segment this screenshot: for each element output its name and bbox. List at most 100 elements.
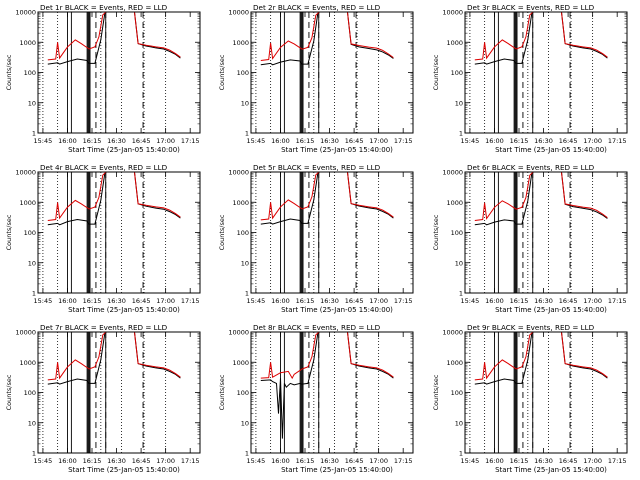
x-axis-label: Start Time (25-Jan-05 15:40:00) xyxy=(281,146,393,154)
series-group xyxy=(260,12,394,66)
x-tick-label: 15:45 xyxy=(34,137,53,145)
x-tick-label: 16:00 xyxy=(58,457,77,465)
x-tick-label: 16:15 xyxy=(296,137,315,145)
lld-series-line xyxy=(47,332,181,381)
x-tick-label: 15:45 xyxy=(34,297,53,305)
y-tick-label: 10000 xyxy=(442,169,463,177)
event-lines xyxy=(469,12,594,133)
x-tick-label: 16:15 xyxy=(296,457,315,465)
x-tick-label: 17:00 xyxy=(583,297,602,305)
y-tick-label: 10 xyxy=(455,99,463,107)
x-tick-label: 17:00 xyxy=(156,457,175,465)
y-tick-label: 10000 xyxy=(228,329,249,337)
y-tick-label: 1000 xyxy=(19,39,36,47)
y-axis-label: Counts/sec xyxy=(432,214,440,250)
x-tick-label: 16:00 xyxy=(271,457,290,465)
panel-title: Det 2r BLACK = Events, RED = LLD xyxy=(253,3,381,12)
event-lines xyxy=(469,332,594,453)
x-tick-label: 16:15 xyxy=(510,457,529,465)
x-tick-label: 16:45 xyxy=(132,137,151,145)
y-axis-label: Counts/sec xyxy=(5,214,13,250)
y-tick-label: 10 xyxy=(241,419,249,427)
y-tick-label: 10 xyxy=(455,419,463,427)
x-tick-label: 16:30 xyxy=(320,137,339,145)
y-axis-label: Counts/sec xyxy=(218,54,226,90)
y-tick-label: 1000 xyxy=(19,359,36,367)
lld-series-line xyxy=(260,172,394,221)
event-lines xyxy=(42,332,167,453)
y-tick-label: 10000 xyxy=(15,169,36,177)
y-tick-label: 10 xyxy=(455,259,463,267)
x-tick-label: 15:45 xyxy=(461,137,480,145)
lld-series-line xyxy=(47,172,181,221)
event-lines xyxy=(255,172,380,293)
y-tick-label: 100 xyxy=(24,69,36,77)
panel-title: Det 3r BLACK = Events, RED = LLD xyxy=(467,3,595,12)
y-axis-label: Counts/sec xyxy=(218,214,226,250)
y-tick-label: 100 xyxy=(451,389,463,397)
events-series-line xyxy=(260,332,394,439)
y-tick-label: 100 xyxy=(237,229,249,237)
x-tick-label: 15:45 xyxy=(247,137,266,145)
x-tick-label: 16:00 xyxy=(271,137,290,145)
events-series-line xyxy=(47,12,181,65)
lld-series-line xyxy=(474,172,608,221)
series-group xyxy=(474,332,608,385)
events-series-line xyxy=(47,172,181,226)
panel-8: 1 10 100 1000 10000 15:45 16:00 16:15 16:30 16:45… xyxy=(218,323,414,474)
x-tick-label: 16:00 xyxy=(485,137,504,145)
y-tick-label: 10 xyxy=(28,99,36,107)
x-tick-label: 15:45 xyxy=(247,457,266,465)
x-tick-label: 17:15 xyxy=(394,297,413,305)
panel-2: 1 10 100 1000 10000 15:45 16:00 16:15 16:30 16:45… xyxy=(218,3,414,154)
panel-9: 1 10 100 1000 10000 15:45 16:00 16:15 16:30 16:45… xyxy=(432,323,628,474)
x-tick-label: 16:15 xyxy=(83,137,102,145)
event-lines xyxy=(469,172,594,293)
series-group xyxy=(474,172,608,226)
series-group xyxy=(260,332,394,439)
x-tick-label: 17:15 xyxy=(394,137,413,145)
y-axis-label: Counts/sec xyxy=(432,54,440,90)
y-tick-label: 1000 xyxy=(446,199,463,207)
x-tick-label: 16:15 xyxy=(510,297,529,305)
x-tick-label: 16:45 xyxy=(345,457,364,465)
panel-6: 1 10 100 1000 10000 15:45 16:00 16:15 16:30 16:45… xyxy=(432,163,628,314)
y-tick-label: 10000 xyxy=(442,329,463,337)
x-tick-label: 17:15 xyxy=(608,137,627,145)
y-axis-label: Counts/sec xyxy=(432,374,440,410)
x-tick-label: 17:00 xyxy=(156,297,175,305)
y-tick-label: 10000 xyxy=(228,9,249,17)
y-tick-label: 1000 xyxy=(232,39,249,47)
panel-title: Det 9r BLACK = Events, RED = LLD xyxy=(467,323,595,332)
event-lines xyxy=(42,12,167,133)
x-tick-label: 17:00 xyxy=(369,297,388,305)
plot-frame xyxy=(37,171,201,294)
x-tick-label: 16:15 xyxy=(83,297,102,305)
series-group xyxy=(47,12,181,65)
y-tick-label: 10 xyxy=(241,259,249,267)
x-tick-label: 16:00 xyxy=(271,297,290,305)
x-tick-label: 16:30 xyxy=(107,457,126,465)
x-axis-label: Start Time (25-Jan-05 15:40:00) xyxy=(68,146,180,154)
y-tick-label: 100 xyxy=(24,389,36,397)
plot-frame xyxy=(464,171,628,294)
panel-title: Det 7r BLACK = Events, RED = LLD xyxy=(40,323,168,332)
x-tick-label: 17:15 xyxy=(181,137,200,145)
x-tick-label: 17:15 xyxy=(608,297,627,305)
x-tick-label: 16:30 xyxy=(320,297,339,305)
x-tick-label: 15:45 xyxy=(461,297,480,305)
x-tick-label: 17:15 xyxy=(394,457,413,465)
lld-series-line xyxy=(47,12,181,61)
x-axis-label: Start Time (25-Jan-05 15:40:00) xyxy=(495,466,607,474)
y-tick-label: 100 xyxy=(24,229,36,237)
y-tick-label: 10000 xyxy=(15,329,36,337)
x-tick-label: 16:30 xyxy=(534,137,553,145)
panel-7: 1 10 100 1000 10000 15:45 16:00 16:15 16:30 16:45… xyxy=(5,323,201,474)
plot-frame xyxy=(250,331,414,454)
events-series-line xyxy=(474,332,608,385)
series-group xyxy=(47,332,181,385)
x-tick-label: 16:30 xyxy=(534,457,553,465)
y-tick-label: 100 xyxy=(451,229,463,237)
panel-4: 1 10 100 1000 10000 15:45 16:00 16:15 16:30 16:45… xyxy=(5,163,201,314)
